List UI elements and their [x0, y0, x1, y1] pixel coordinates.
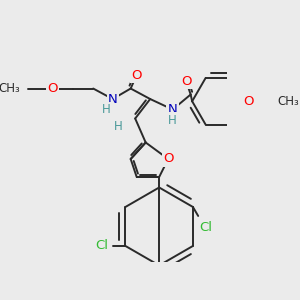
- Text: H: H: [114, 119, 122, 133]
- Text: Cl: Cl: [199, 221, 212, 235]
- Text: N: N: [108, 92, 118, 106]
- Text: O: O: [131, 68, 142, 82]
- Text: Cl: Cl: [95, 239, 108, 253]
- Text: H: H: [102, 103, 111, 116]
- Text: N: N: [168, 103, 178, 116]
- Text: O: O: [47, 82, 58, 95]
- Text: O: O: [163, 152, 173, 166]
- Text: H: H: [168, 113, 177, 127]
- Text: O: O: [243, 95, 254, 108]
- Text: CH₃: CH₃: [278, 95, 299, 108]
- Text: O: O: [181, 74, 191, 88]
- Text: CH₃: CH₃: [0, 82, 20, 95]
